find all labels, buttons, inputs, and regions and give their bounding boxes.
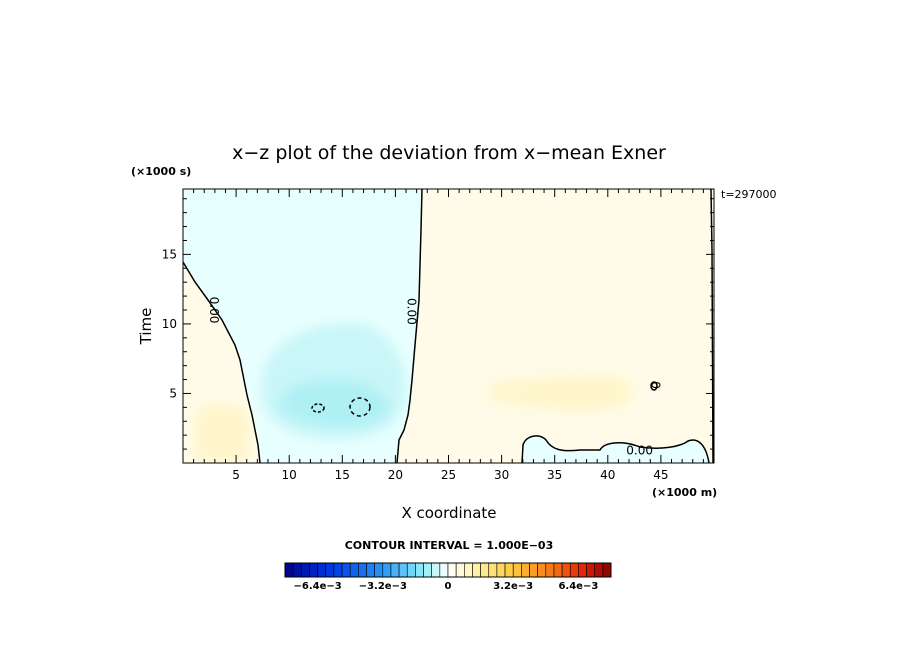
colorbar-bin <box>488 562 498 578</box>
contour-interval-text: CONTOUR INTERVAL = 1.000E−03 <box>345 539 554 552</box>
colorbar-tick-label: −3.2e−3 <box>359 581 407 592</box>
x-axis-label: X coordinate <box>401 504 496 522</box>
x-tick-label: 25 <box>441 468 456 482</box>
colorbar-bin <box>480 562 490 578</box>
colorbar-frame <box>284 562 612 578</box>
y-tick-label: 10 <box>162 317 177 331</box>
colorbar-bin <box>447 562 457 578</box>
contour-label-text: 0.00 <box>207 297 221 324</box>
zero-contour-right-edge <box>710 189 714 463</box>
colorbar-bin <box>374 562 384 578</box>
zero-contour-middle <box>396 189 423 463</box>
colorbar-bin <box>431 562 441 578</box>
colorbar-bin <box>586 562 595 578</box>
colorbar-bin <box>284 562 294 578</box>
colorbar-bin <box>537 562 547 578</box>
colorbar-bin <box>602 562 612 578</box>
colorbar-ticks: −6.4e−3 −3.2e−3 0 3.2e−3 6.4e−3 <box>293 581 598 592</box>
colorbar-tick-label: 0 <box>445 581 452 592</box>
colorbar-bin <box>594 562 604 578</box>
negative-contour-b <box>311 403 325 413</box>
negative-contour-a <box>349 397 371 417</box>
contour-labels: 0.00 0.00 0.00 0 <box>207 297 663 458</box>
colorbar-bin <box>529 562 538 578</box>
colorbar-bin <box>578 562 587 578</box>
y-tick-label: 5 <box>169 386 177 400</box>
contour-label: 0.00 <box>626 443 653 457</box>
colorbar-bin <box>504 562 514 578</box>
colorbar-bin <box>325 562 335 578</box>
x-unit-label: (×1000 m) <box>652 486 717 499</box>
contour-label: 0.00 <box>207 297 221 324</box>
y-axis-label: Time <box>137 308 155 346</box>
colorbar-bin <box>561 562 571 578</box>
x-tick-label: 45 <box>653 468 668 482</box>
x-tick-label: 15 <box>335 468 350 482</box>
colorbar-bin <box>300 562 310 578</box>
contour-label: 0 <box>649 381 663 389</box>
colorbar-bin <box>512 562 522 578</box>
colorbar-bin <box>415 562 424 578</box>
colorbar-bin <box>382 562 392 578</box>
colorbar-bin <box>292 562 302 578</box>
fill-negative-bottom <box>522 435 709 463</box>
filled-contours <box>183 189 714 463</box>
fill-positive-left <box>195 403 250 463</box>
contour-label-text: 0.00 <box>626 443 653 457</box>
x-tick-label: 35 <box>547 468 562 482</box>
x-tick-label: 30 <box>494 468 509 482</box>
colorbar-bin <box>553 562 563 578</box>
x-tick-label: 20 <box>388 468 403 482</box>
colorbar-bin <box>390 562 400 578</box>
y-tick-label: 15 <box>162 247 177 261</box>
colorbar-bin <box>309 562 318 578</box>
x-axis-ticks: 5 10 15 20 25 30 35 40 45 <box>232 468 668 482</box>
colorbar-tick-label: 3.2e−3 <box>493 581 533 592</box>
chart-title: x−z plot of the deviation from x−mean Ex… <box>232 142 666 164</box>
colorbar-bin <box>349 562 359 578</box>
colorbar-bin <box>463 562 473 578</box>
y-axis-ticks: 5 10 15 <box>162 247 177 400</box>
colorbar-bin <box>455 562 465 578</box>
time-stamp: t=297000 <box>721 188 777 201</box>
fill-positive-max <box>488 376 633 413</box>
colorbar-tick-label: 6.4e−3 <box>558 581 598 592</box>
contour-label: 0.00 <box>404 298 418 325</box>
x-tick-label: 5 <box>232 468 240 482</box>
x-tick-label: 40 <box>600 468 615 482</box>
zero-contour-left <box>183 261 261 463</box>
zero-contour-bottom <box>521 435 710 463</box>
contour-label-text: 0 <box>649 381 663 389</box>
colorbar-bin <box>545 562 555 578</box>
colorbar-bin <box>333 562 343 578</box>
y-unit-label: (×1000 s) <box>131 165 191 178</box>
colorbar-bin <box>341 562 351 578</box>
colorbar-bin <box>358 562 367 578</box>
colorbar-bin <box>406 562 416 578</box>
minor-ticks <box>183 189 714 463</box>
contour-loop-right <box>650 381 658 391</box>
colorbar-bin <box>366 562 375 578</box>
colorbar-bin <box>521 562 530 578</box>
colorbar <box>284 562 612 578</box>
contour-label-text: 0.00 <box>404 298 418 325</box>
x-tick-label: 10 <box>282 468 297 482</box>
colorbar-bin <box>439 562 449 578</box>
colorbar-bin <box>496 562 506 578</box>
colorbar-bin <box>317 562 327 578</box>
contour-lines <box>183 189 714 463</box>
colorbar-bin <box>472 562 481 578</box>
colorbar-bin <box>398 562 408 578</box>
colorbar-tick-label: −6.4e−3 <box>293 581 341 592</box>
fill-negative-min <box>279 379 389 427</box>
colorbar-bin <box>423 562 432 578</box>
colorbar-bin <box>569 562 579 578</box>
